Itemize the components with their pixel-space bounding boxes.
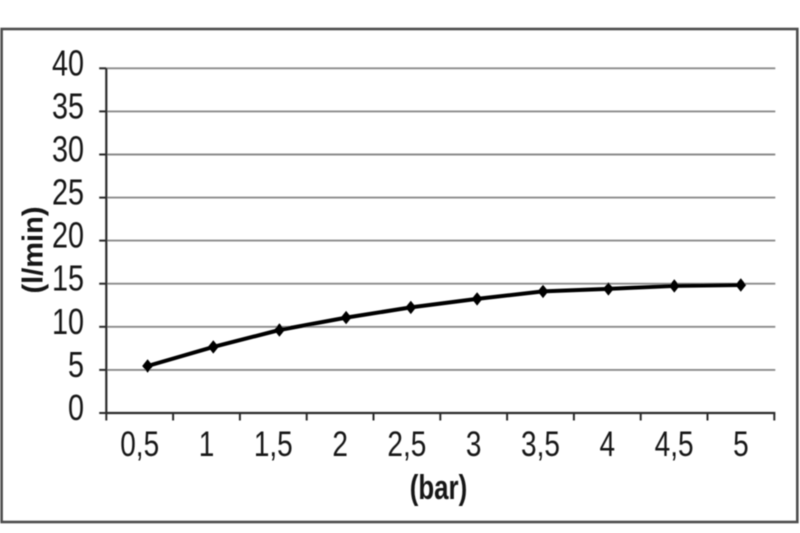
svg-text:5: 5 xyxy=(733,424,749,464)
svg-text:2,5: 2,5 xyxy=(387,424,426,464)
svg-text:3,5: 3,5 xyxy=(521,424,560,464)
svg-text:(bar): (bar) xyxy=(410,470,467,507)
svg-text:35: 35 xyxy=(52,85,84,126)
svg-text:2: 2 xyxy=(332,424,348,464)
svg-text:4: 4 xyxy=(600,424,616,464)
svg-text:(l/min): (l/min) xyxy=(18,207,50,294)
svg-text:1: 1 xyxy=(199,424,215,464)
svg-text:25: 25 xyxy=(52,171,84,212)
svg-text:15: 15 xyxy=(52,258,84,299)
svg-text:40: 40 xyxy=(52,42,84,83)
svg-text:3: 3 xyxy=(466,424,482,464)
svg-text:0,5: 0,5 xyxy=(120,424,159,464)
svg-text:5: 5 xyxy=(68,344,84,385)
svg-text:20: 20 xyxy=(52,214,84,255)
svg-text:30: 30 xyxy=(52,128,84,169)
svg-text:0: 0 xyxy=(68,387,84,428)
svg-text:4,5: 4,5 xyxy=(655,424,694,464)
svg-text:10: 10 xyxy=(52,301,84,342)
svg-text:1,5: 1,5 xyxy=(254,424,293,464)
